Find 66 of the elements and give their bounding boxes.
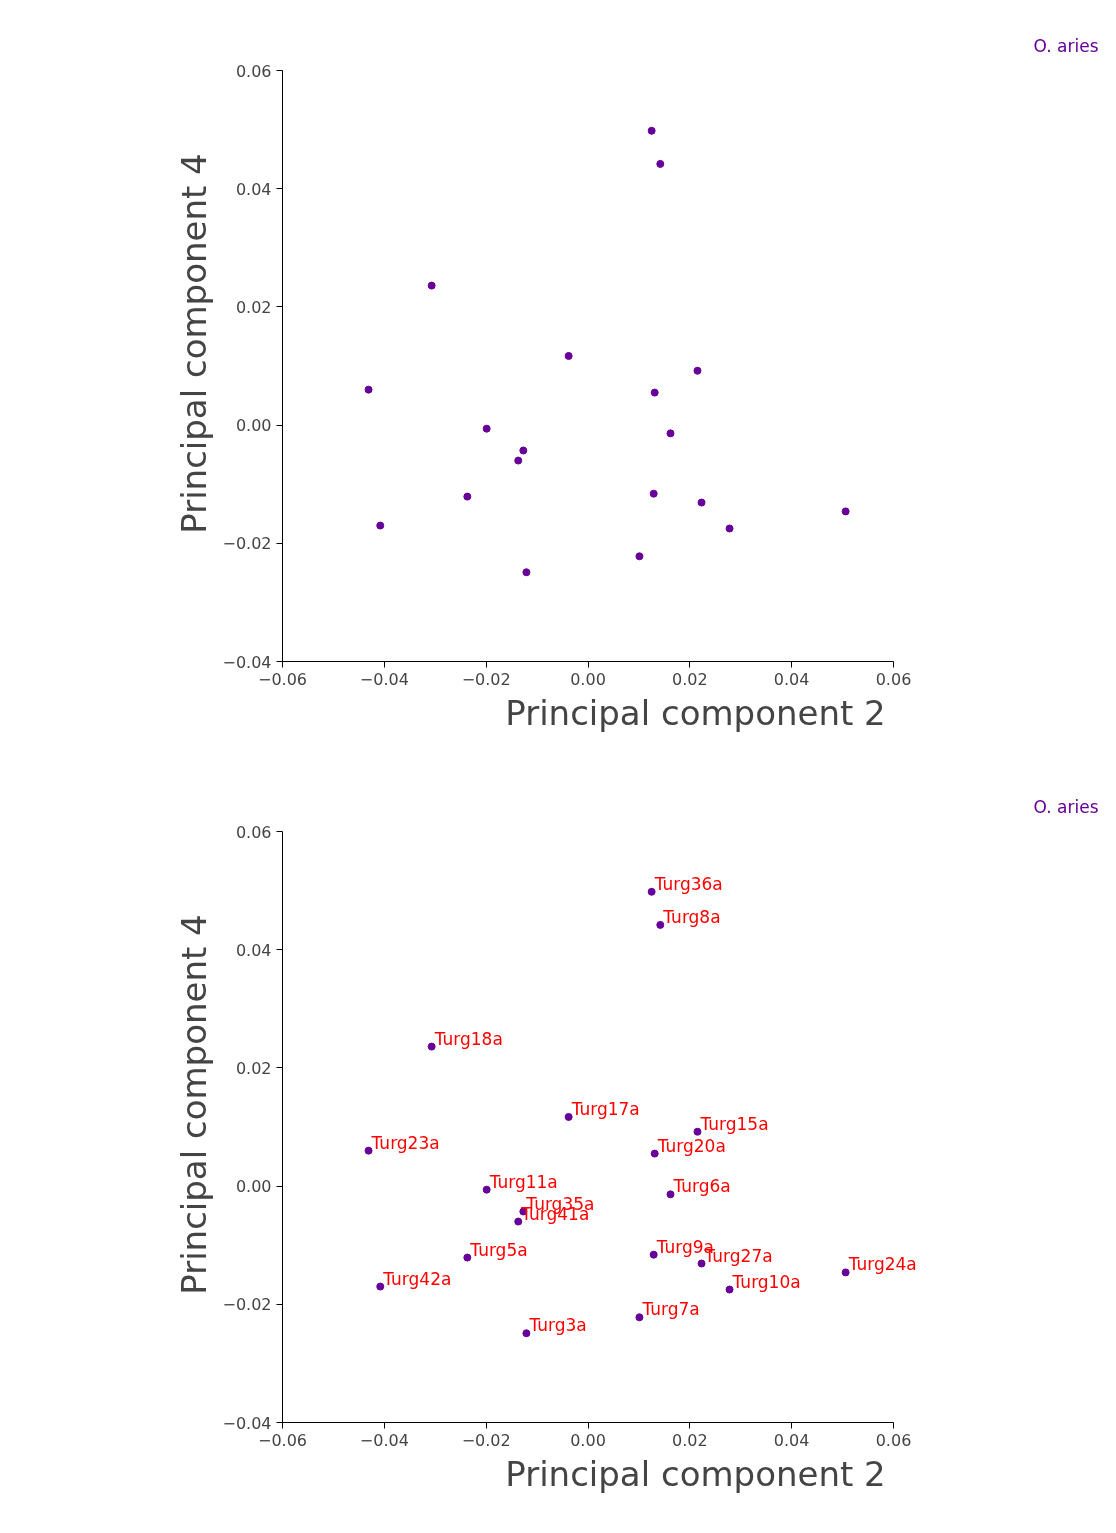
x-tick-label: 0.02 [672, 1430, 708, 1450]
point [647, 126, 656, 135]
point [725, 524, 734, 533]
x-axis-title: Principal component 2 [505, 692, 886, 733]
y-axis-title: Principal component 4 [174, 153, 215, 534]
annotation: Turg23a [370, 1132, 440, 1153]
point [364, 385, 373, 394]
y-tick-label: −0.02 [222, 534, 272, 554]
y-tick-label: 0.02 [235, 1058, 272, 1078]
point [514, 456, 523, 465]
x-tick-label: 0.00 [570, 1430, 606, 1450]
point [427, 281, 436, 290]
point [693, 366, 702, 375]
x-tick-label: −0.04 [359, 1430, 409, 1450]
annotation: Turg6a [672, 1176, 731, 1197]
point [635, 552, 644, 561]
x-tick-label: −0.06 [257, 1430, 308, 1450]
point [463, 492, 472, 501]
annotation: Turg36a [653, 873, 723, 894]
point [841, 507, 850, 516]
point [482, 424, 491, 433]
y-tick-label: −0.02 [222, 1295, 272, 1315]
point [522, 568, 531, 577]
annotation: Turg11a [488, 1171, 558, 1192]
text: O. aries [1033, 796, 1099, 817]
x-axis-title: Principal component 2 [505, 1453, 886, 1494]
annotation: Turg18a [433, 1028, 503, 1049]
point [376, 521, 385, 530]
x-tick-label: 0.02 [672, 669, 708, 689]
y-tick-label: 0.06 [235, 61, 272, 81]
y-tick-label: −0.04 [222, 652, 272, 672]
x-tick-label: 0.04 [773, 1430, 810, 1450]
annotation: Turg5a [469, 1239, 528, 1260]
annotation: Turg15a [699, 1113, 769, 1134]
point [656, 159, 665, 168]
y-tick-label: 0.06 [235, 822, 272, 842]
point [666, 429, 675, 438]
y-tick-label: −0.04 [222, 1413, 272, 1433]
point [564, 351, 573, 360]
y-tick-label: 0.02 [235, 297, 272, 317]
annotation: Turg10a [731, 1271, 801, 1292]
y-tick-label: 0.00 [235, 1177, 272, 1197]
x-tick-label: 0.00 [570, 669, 606, 689]
y-tick-label: 0.04 [235, 179, 272, 199]
x-tick-label: 0.06 [875, 1430, 912, 1450]
annotation: Turg24a [847, 1254, 917, 1275]
y-tick-label: 0.04 [235, 940, 272, 960]
annotation: Turg7a [641, 1299, 700, 1320]
text: O. aries [1033, 35, 1099, 56]
annotation: Turg8a [662, 906, 721, 927]
y-tick-label: 0.00 [235, 416, 272, 436]
x-tick-label: 0.06 [875, 669, 912, 689]
x-tick-label: 0.04 [773, 669, 810, 689]
x-tick-label: −0.02 [461, 1430, 511, 1450]
x-tick-label: −0.04 [359, 669, 409, 689]
x-tick-label: −0.02 [461, 669, 511, 689]
point [649, 489, 658, 498]
point [697, 498, 706, 507]
annotation: Turg20a [656, 1135, 726, 1156]
point [650, 388, 659, 397]
x-tick-label: −0.06 [257, 669, 308, 689]
annotation: Turg3a [528, 1315, 587, 1336]
point [519, 446, 528, 455]
annotation: Turg42a [382, 1268, 452, 1289]
y-axis-title: Principal component 4 [174, 914, 215, 1295]
annotation: Turg17a [570, 1098, 640, 1119]
